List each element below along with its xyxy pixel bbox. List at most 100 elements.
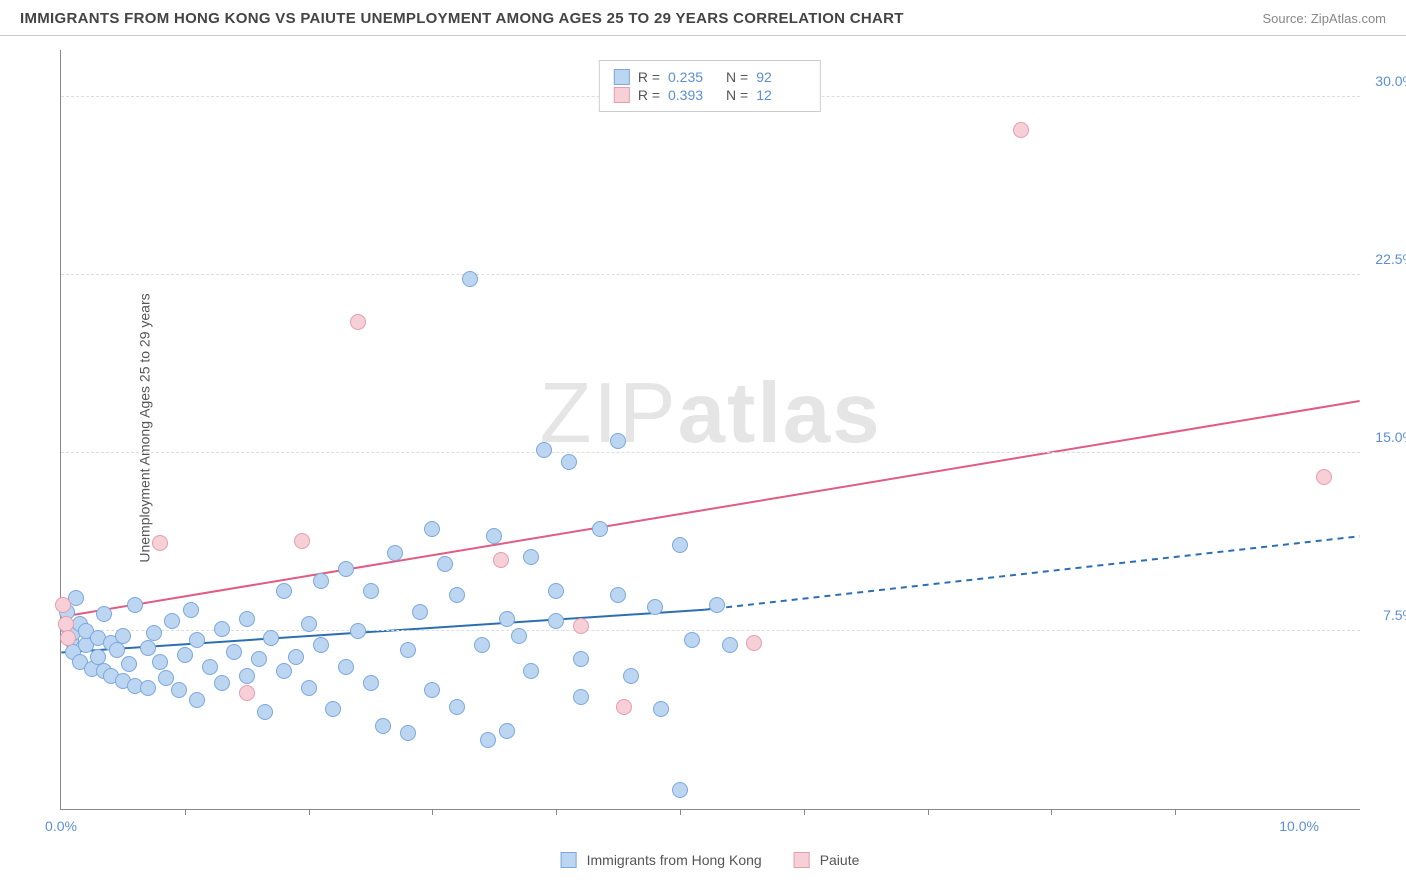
scatter-point-hk [226, 644, 242, 660]
scatter-point-hk [171, 682, 187, 698]
scatter-point-hk [288, 649, 304, 665]
scatter-point-hk [709, 597, 725, 613]
x-minor-tick [309, 809, 310, 815]
correlation-legend: R = 0.235 N = 92 R = 0.393 N = 12 [599, 60, 821, 112]
scatter-point-hk [561, 454, 577, 470]
x-tick-label: 10.0% [1279, 818, 1319, 834]
scatter-point-hk [363, 675, 379, 691]
scatter-point-hk [623, 668, 639, 684]
scatter-point-hk [653, 701, 669, 717]
scatter-point-paiute [152, 535, 168, 551]
scatter-point-hk [511, 628, 527, 644]
scatter-point-hk [251, 651, 267, 667]
swatch-hk [561, 852, 577, 868]
scatter-point-paiute [294, 533, 310, 549]
x-minor-tick [680, 809, 681, 815]
x-minor-tick [1175, 809, 1176, 815]
scatter-point-hk [523, 663, 539, 679]
trend-lines [61, 50, 1360, 809]
x-minor-tick [928, 809, 929, 815]
scatter-point-hk [257, 704, 273, 720]
x-tick-label: 0.0% [45, 818, 77, 834]
scatter-point-hk [400, 642, 416, 658]
scatter-point-paiute [350, 314, 366, 330]
scatter-point-hk [96, 606, 112, 622]
scatter-point-hk [437, 556, 453, 572]
legend-row-hk: R = 0.235 N = 92 [614, 69, 806, 85]
scatter-point-hk [474, 637, 490, 653]
n-value-paiute: 12 [756, 87, 806, 103]
r-value-hk: 0.235 [668, 69, 718, 85]
scatter-point-paiute [493, 552, 509, 568]
scatter-point-hk [183, 602, 199, 618]
scatter-point-hk [263, 630, 279, 646]
scatter-point-hk [276, 663, 292, 679]
scatter-point-hk [214, 675, 230, 691]
y-tick-label: 15.0% [1375, 429, 1406, 445]
scatter-point-hk [387, 545, 403, 561]
chart-header: IMMIGRANTS FROM HONG KONG VS PAIUTE UNEM… [0, 0, 1406, 36]
scatter-point-hk [140, 640, 156, 656]
scatter-point-hk [146, 625, 162, 641]
scatter-point-hk [424, 682, 440, 698]
scatter-point-hk [189, 692, 205, 708]
trend-line-dashed-hk [704, 536, 1359, 610]
scatter-point-hk [592, 521, 608, 537]
scatter-plot: ZIPatlas 7.5%15.0%22.5%30.0%0.0%10.0% [60, 50, 1360, 810]
scatter-point-hk [313, 637, 329, 653]
scatter-point-hk [400, 725, 416, 741]
scatter-point-hk [523, 549, 539, 565]
n-label: N = [726, 87, 748, 103]
scatter-point-hk [647, 599, 663, 615]
watermark: ZIPatlas [540, 365, 882, 463]
scatter-point-hk [684, 632, 700, 648]
scatter-point-hk [177, 647, 193, 663]
x-minor-tick [556, 809, 557, 815]
n-label: N = [726, 69, 748, 85]
scatter-point-hk [424, 521, 440, 537]
scatter-point-hk [672, 782, 688, 798]
scatter-point-hk [573, 689, 589, 705]
scatter-point-hk [276, 583, 292, 599]
scatter-point-paiute [573, 618, 589, 634]
scatter-point-hk [499, 723, 515, 739]
scatter-point-hk [480, 732, 496, 748]
scatter-point-hk [338, 561, 354, 577]
x-minor-tick [185, 809, 186, 815]
scatter-point-hk [486, 528, 502, 544]
chart-area: ZIPatlas 7.5%15.0%22.5%30.0%0.0%10.0% R … [60, 50, 1360, 840]
gridline [61, 452, 1360, 453]
legend-label-hk: Immigrants from Hong Kong [587, 852, 762, 868]
x-minor-tick [1051, 809, 1052, 815]
scatter-point-hk [121, 656, 137, 672]
scatter-point-paiute [1316, 469, 1332, 485]
scatter-point-hk [350, 623, 366, 639]
scatter-point-hk [375, 718, 391, 734]
scatter-point-hk [573, 651, 589, 667]
scatter-point-hk [449, 587, 465, 603]
scatter-point-hk [672, 537, 688, 553]
scatter-point-hk [214, 621, 230, 637]
trend-line-paiute [61, 401, 1359, 617]
scatter-point-paiute [616, 699, 632, 715]
swatch-paiute [614, 87, 630, 103]
scatter-point-hk [164, 613, 180, 629]
y-tick-label: 7.5% [1383, 607, 1406, 623]
n-value-hk: 92 [756, 69, 806, 85]
scatter-point-hk [301, 680, 317, 696]
x-minor-tick [432, 809, 433, 815]
series-legend: Immigrants from Hong Kong Paiute [561, 852, 860, 868]
swatch-hk [614, 69, 630, 85]
scatter-point-hk [462, 271, 478, 287]
r-label: R = [638, 69, 660, 85]
scatter-point-hk [239, 611, 255, 627]
scatter-point-hk [301, 616, 317, 632]
scatter-point-paiute [746, 635, 762, 651]
chart-source: Source: ZipAtlas.com [1262, 11, 1386, 26]
scatter-point-paiute [1013, 122, 1029, 138]
scatter-point-paiute [239, 685, 255, 701]
scatter-point-hk [239, 668, 255, 684]
scatter-point-hk [536, 442, 552, 458]
scatter-point-hk [325, 701, 341, 717]
scatter-point-hk [152, 654, 168, 670]
